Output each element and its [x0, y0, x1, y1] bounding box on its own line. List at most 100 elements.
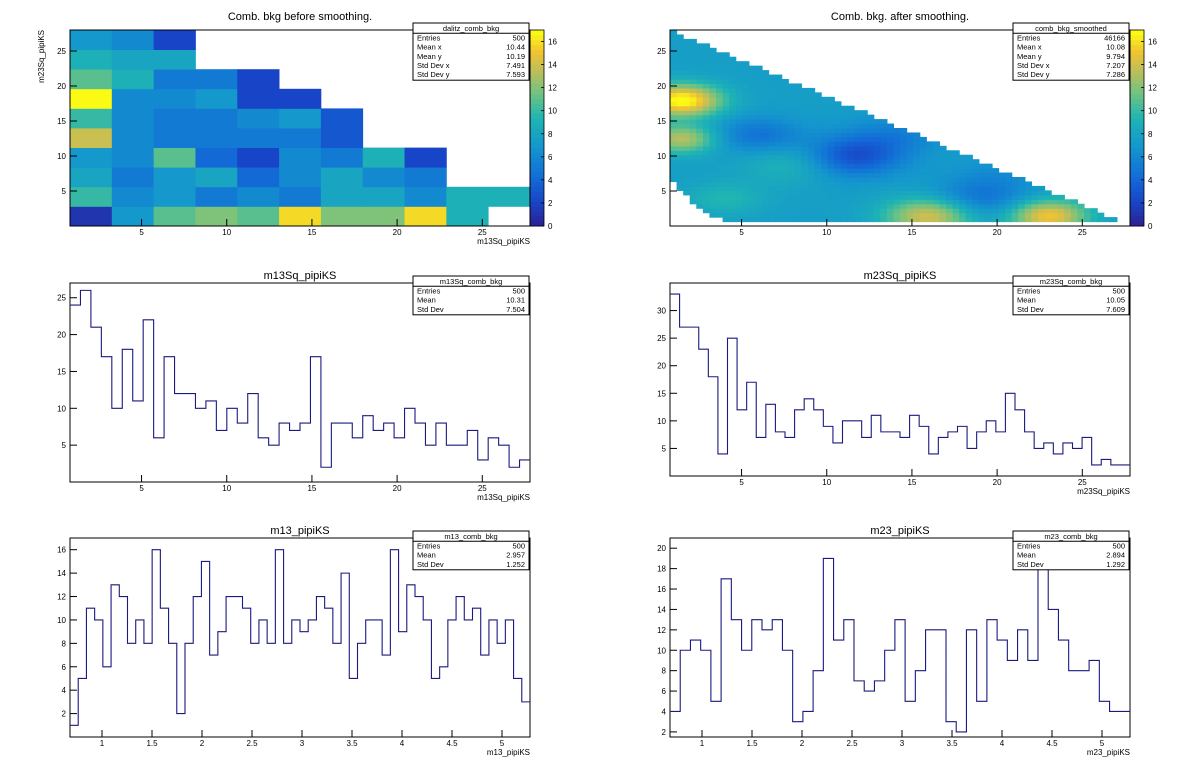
y-tick-label: 12: [57, 593, 66, 602]
smoothed-cell: [1104, 217, 1111, 222]
smoothed-cell: [709, 186, 716, 191]
smoothed-cell: [1025, 195, 1032, 200]
smoothed-cell: [769, 97, 776, 102]
smoothed-cell: [742, 79, 749, 84]
smoothed-cell: [828, 181, 835, 186]
smoothed-cell: [723, 110, 730, 115]
stats-key: Entries: [417, 541, 441, 550]
smoothed-cell: [1018, 195, 1025, 200]
smoothed-cell: [861, 150, 868, 155]
smoothed-cell: [959, 155, 966, 160]
smoothed-cell: [828, 173, 835, 178]
smoothed-cell: [946, 190, 953, 195]
heatmap-cell: [321, 148, 363, 168]
smoothed-cell: [841, 119, 848, 124]
smoothed-cell: [808, 88, 815, 93]
smoothed-cell: [782, 92, 789, 97]
y-tick-label: 8: [662, 667, 667, 676]
smoothed-cell: [926, 164, 933, 169]
smoothed-cell: [808, 137, 815, 142]
smoothed-cell: [782, 101, 789, 106]
y-tick-label: 20: [57, 331, 66, 340]
smoothed-cell: [736, 83, 743, 88]
smoothed-cell: [999, 208, 1006, 213]
smoothed-cell: [696, 132, 703, 137]
smoothed-cell: [755, 83, 762, 88]
smoothed-cell: [677, 150, 684, 155]
smoothed-cell: [966, 213, 973, 218]
smoothed-cell: [788, 146, 795, 151]
smoothed-cell: [709, 150, 716, 155]
smoothed-cell: [716, 52, 723, 57]
smoothed-cell: [782, 213, 789, 218]
smoothed-cell: [801, 155, 808, 160]
smoothed-cell: [854, 155, 861, 160]
y-tick-label: 4: [662, 707, 667, 716]
heatmap-cell: [321, 167, 363, 187]
smoothed-cell: [900, 195, 907, 200]
smoothed-cell: [755, 217, 762, 222]
smoothed-cell: [821, 181, 828, 186]
smoothed-cell: [847, 146, 854, 151]
smoothed-cell: [795, 115, 802, 120]
smoothed-cell: [696, 155, 703, 160]
smoothed-cell: [834, 168, 841, 173]
smoothed-cell: [808, 190, 815, 195]
stats-value: 500: [1112, 286, 1125, 295]
smoothed-cell: [815, 159, 822, 164]
smoothed-cell: [926, 204, 933, 209]
smoothed-cell: [847, 128, 854, 133]
smoothed-cell: [900, 199, 907, 204]
smoothed-cell: [769, 181, 776, 186]
smoothed-cell: [920, 217, 927, 222]
heatmap-cell: [70, 108, 112, 128]
palette-swatch: [530, 45, 544, 50]
smoothed-cell: [788, 217, 795, 222]
smoothed-cell: [887, 173, 894, 178]
smoothed-cell: [847, 137, 854, 142]
smoothed-cell: [834, 181, 841, 186]
smoothed-cell: [723, 119, 730, 124]
smoothed-cell: [703, 106, 710, 111]
smoothed-cell: [709, 110, 716, 115]
smoothed-cell: [893, 128, 900, 133]
smoothed-cell: [861, 132, 868, 137]
smoothed-cell: [920, 181, 927, 186]
smoothed-cell: [723, 70, 730, 75]
smoothed-cell: [755, 168, 762, 173]
smoothed-cell: [953, 181, 960, 186]
smoothed-cell: [788, 204, 795, 209]
smoothed-cell: [1051, 213, 1058, 218]
smoothed-cell: [677, 75, 684, 80]
smoothed-cell: [716, 92, 723, 97]
smoothed-cell: [736, 141, 743, 146]
smoothed-cell: [729, 208, 736, 213]
smoothed-cell: [913, 132, 920, 137]
smoothed-cell: [959, 186, 966, 191]
smoothed-cell: [874, 168, 881, 173]
smoothed-cell: [1038, 186, 1045, 191]
smoothed-cell: [841, 186, 848, 191]
smoothed-cell: [729, 106, 736, 111]
smoothed-cell: [847, 159, 854, 164]
smoothed-cell: [926, 208, 933, 213]
smoothed-cell: [893, 177, 900, 182]
palette-swatch: [1130, 206, 1144, 211]
smoothed-cell: [815, 204, 822, 209]
smoothed-cell: [709, 190, 716, 195]
smoothed-cell: [880, 164, 887, 169]
smoothed-cell: [828, 150, 835, 155]
smoothed-cell: [946, 150, 953, 155]
smoothed-cell: [808, 177, 815, 182]
smoothed-cell: [1051, 217, 1058, 222]
smoothed-cell: [985, 204, 992, 209]
chart-title: Comb. bkg. after smoothing.: [831, 11, 969, 23]
smoothed-cell: [821, 132, 828, 137]
smoothed-cell: [861, 119, 868, 124]
palette-swatch: [1130, 143, 1144, 148]
heatmap-cell: [279, 148, 321, 168]
smoothed-cell: [709, 83, 716, 88]
smoothed-cell: [742, 168, 749, 173]
smoothed-cell: [736, 190, 743, 195]
smoothed-cell: [755, 177, 762, 182]
